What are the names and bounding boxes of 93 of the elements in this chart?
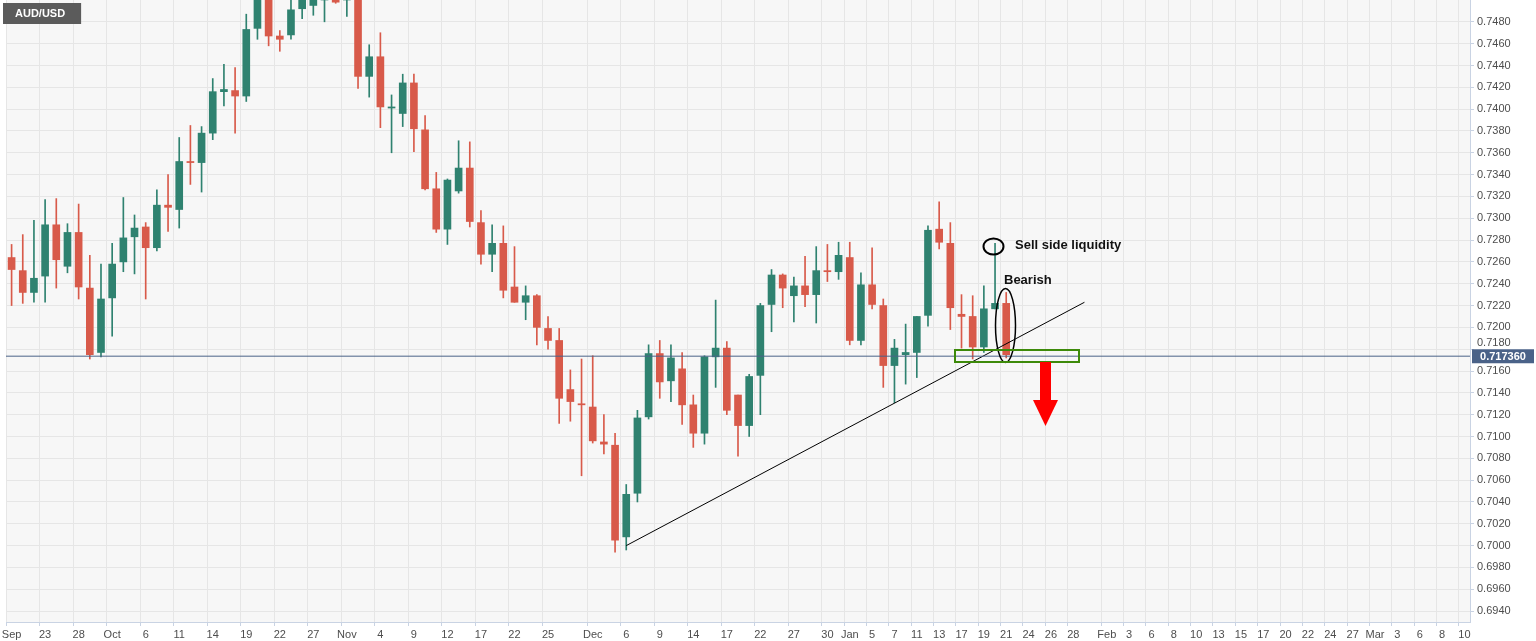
y-tick-label: 0.7060 (1477, 473, 1511, 486)
x-tick-label: 20 (1279, 627, 1292, 640)
y-tick-label: 0.7320 (1477, 189, 1511, 202)
x-tick-label: 24 (1022, 627, 1035, 640)
y-tick-label: 0.7220 (1477, 298, 1511, 311)
y-tick-label: 0.7020 (1477, 516, 1511, 529)
candlestick (220, 64, 228, 107)
x-tick-label: 25 (541, 627, 555, 640)
x-tick-label: 13 (933, 627, 946, 640)
y-tick-label: 0.7380 (1477, 123, 1511, 136)
x-tick-label: 27 (787, 627, 800, 640)
x-tick-label: Sep (1, 627, 22, 640)
x-tick-label: Dec (582, 627, 603, 640)
x-tick-label: 6 (1416, 627, 1423, 640)
y-tick-label: 0.7480 (1477, 14, 1511, 27)
x-tick-label: 22 (1301, 627, 1315, 640)
x-tick-label: 22 (508, 627, 521, 640)
x-tick-label: 14 (687, 627, 700, 640)
x-tick-label: 17 (1257, 627, 1270, 640)
annotation: Bearish (1004, 271, 1052, 287)
x-tick-label: 9 (656, 627, 663, 640)
y-tick-label: 0.7280 (1477, 233, 1511, 246)
y-tick-label: 0.7000 (1477, 538, 1511, 551)
y-tick-label: 0.7140 (1477, 385, 1511, 398)
y-tick-label: 0.7100 (1477, 429, 1511, 442)
x-tick-label: 21 (1000, 627, 1013, 640)
y-tick-label: 0.7260 (1477, 254, 1511, 267)
x-tick-label: 6 (142, 627, 149, 640)
y-tick-label: 0.7440 (1477, 58, 1511, 71)
candlestick (275, 30, 284, 52)
x-tick-label: 8 (1439, 627, 1446, 640)
candlestick (30, 220, 38, 303)
x-tick-label: 23 (38, 627, 52, 640)
y-tick-label: 0.7160 (1477, 364, 1511, 377)
x-tick-label: 13 (1212, 627, 1225, 640)
x-tick-label: 10 (1190, 627, 1203, 640)
y-tick-label: 0.7460 (1477, 36, 1511, 49)
y-tick-label: 0.7040 (1477, 495, 1511, 507)
y-tick-label: 0.7420 (1477, 80, 1511, 93)
x-tick-label: 8 (1170, 627, 1177, 640)
x-tick-label: Jan (840, 627, 859, 640)
y-tick-label: 0.6940 (1477, 604, 1511, 617)
x-tick-label: 19 (977, 627, 990, 640)
y-tick-label: 0.7180 (1477, 336, 1511, 349)
x-tick-label: 11 (911, 627, 923, 640)
y-tick-label: 0.6980 (1477, 560, 1511, 573)
x-tick-label: Mar (1365, 627, 1385, 640)
x-tick-label: 14 (206, 627, 219, 640)
y-tick-label: 0.7120 (1477, 407, 1511, 420)
x-tick-label: 12 (441, 627, 454, 640)
x-tick-label: 3 (1394, 627, 1401, 640)
x-tick-label: 17 (474, 627, 488, 640)
x-tick-label: 22 (754, 627, 767, 640)
x-tick-label: 19 (240, 627, 253, 640)
y-tick-label: 0.7360 (1477, 145, 1511, 158)
candlestick (488, 224, 496, 273)
x-tick-label: 28 (72, 627, 85, 640)
y-tick-label: 0.7300 (1477, 211, 1511, 224)
x-tick-label: 17 (955, 627, 968, 640)
y-tick-label: 0.7240 (1477, 276, 1511, 289)
text: AUD/USD (15, 7, 66, 20)
x-tick-label: 26 (1044, 627, 1058, 640)
x-tick-label: Nov (337, 627, 358, 640)
x-tick-label: 9 (410, 627, 417, 640)
candlestick (164, 174, 172, 232)
y-tick-label: 0.6960 (1477, 582, 1511, 595)
x-tick-label: 10 (1458, 627, 1471, 640)
x-tick-label: Feb (1097, 627, 1117, 640)
x-tick-label: 11 (173, 627, 185, 640)
x-tick-label: 15 (1234, 627, 1248, 640)
x-tick-label: 6 (1148, 627, 1155, 640)
x-tick-label: 7 (891, 627, 898, 640)
y-tick-label: 0.7080 (1477, 451, 1511, 464)
x-tick-label: 27 (307, 627, 320, 640)
x-tick-label: 27 (1346, 627, 1359, 640)
x-tick-label: 22 (273, 627, 286, 640)
y-tick-label: 0.7340 (1477, 167, 1511, 180)
x-tick-label: 28 (1067, 627, 1080, 640)
x-tick-label: 17 (720, 627, 733, 640)
x-tick-label: 6 (623, 627, 630, 640)
x-tick-label: Oct (103, 627, 121, 640)
y-tick-label: 0.7200 (1477, 320, 1511, 333)
annotation: Sell side liquidity (1015, 236, 1122, 252)
candlestick (790, 276, 798, 323)
x-tick-label: 4 (377, 627, 384, 640)
ref-line-label: 0.717360 (1480, 349, 1526, 362)
x-tick-label: 5 (869, 627, 876, 640)
candlestick (801, 256, 809, 307)
x-tick-label: 30 (821, 627, 834, 640)
x-tick-label: 3 (1126, 627, 1133, 640)
candlestick (231, 67, 239, 134)
y-tick-label: 0.7400 (1477, 102, 1511, 115)
x-tick-label: 24 (1324, 627, 1337, 640)
